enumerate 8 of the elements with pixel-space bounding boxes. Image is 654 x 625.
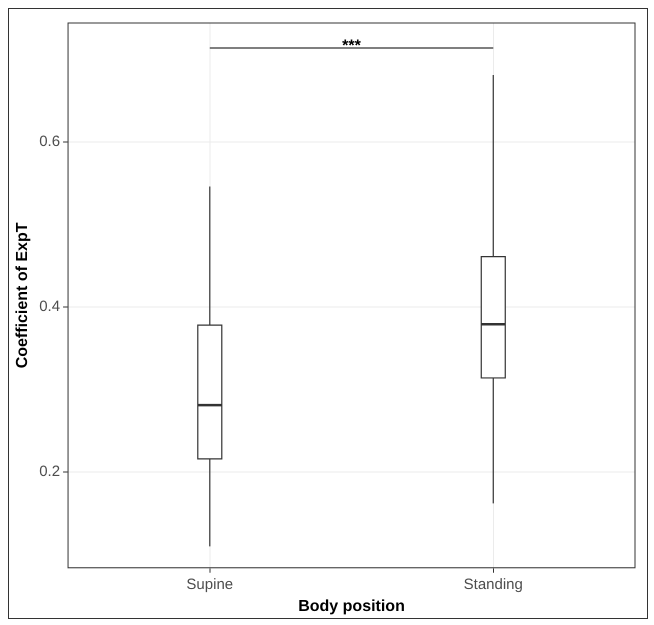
y-tick-label: 0.4 bbox=[39, 298, 60, 316]
y-tick-label: 0.2 bbox=[39, 463, 60, 480]
x-tick-label: Standing bbox=[464, 576, 523, 593]
y-axis-title: Coefficient of ExpT bbox=[14, 222, 32, 368]
x-axis-title: Body position bbox=[298, 598, 405, 615]
annotation: *** bbox=[342, 37, 362, 54]
x-tick-label: Supine bbox=[186, 576, 234, 593]
y-tick-label: 0.6 bbox=[39, 133, 60, 150]
